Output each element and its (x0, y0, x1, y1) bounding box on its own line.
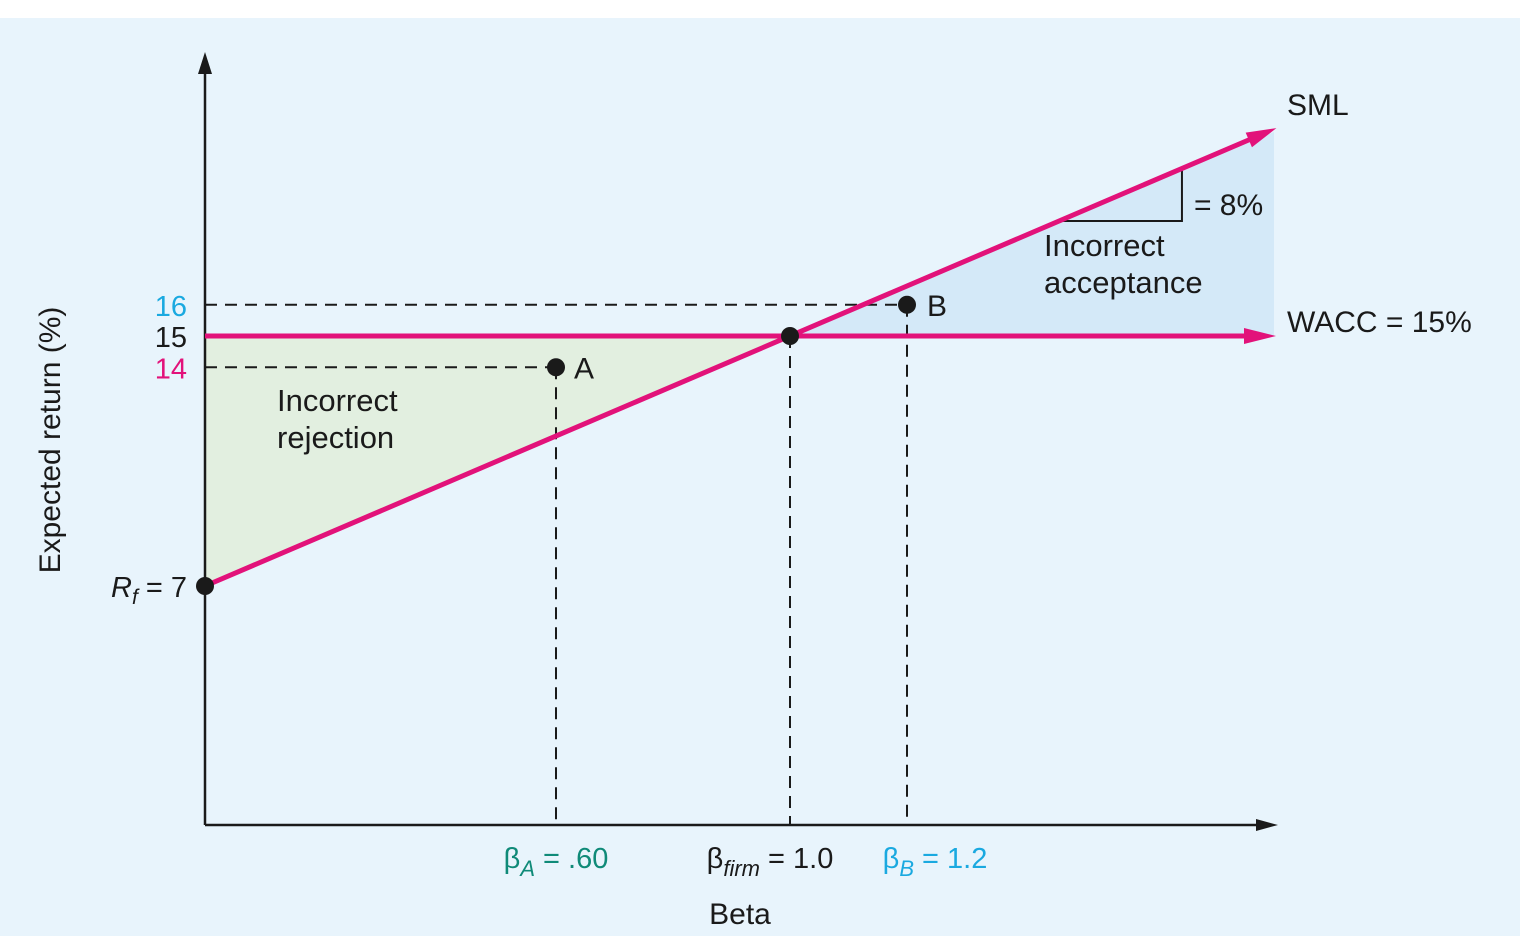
point-rf (196, 577, 214, 595)
point-label-a: A (574, 352, 594, 385)
wacc-arrow (1244, 328, 1276, 344)
y-axis-title: Expected return (%) (34, 307, 67, 574)
x-axis-arrow (1256, 819, 1278, 831)
rf-label: Rf = 7 (111, 572, 187, 609)
point-b (898, 295, 916, 314)
slope-triangle (1059, 168, 1183, 222)
x-tick-label-firm: βfirm = 1.0 (707, 843, 834, 881)
region-label-acceptance-line2: acceptance (1044, 265, 1203, 300)
region-label-rejection-line2: rejection (277, 420, 394, 455)
wacc-label: WACC = 15% (1287, 306, 1472, 339)
x-tick-label-b: βB = 1.2 (883, 843, 988, 881)
sml-arrow (1245, 128, 1277, 148)
point-firm (781, 327, 799, 345)
x-axis-title: Beta (709, 898, 771, 931)
y-tick-label-14: 14 (155, 353, 187, 385)
point-a (547, 358, 565, 377)
y-tick-label-15: 15 (155, 322, 187, 354)
x-tick-label-a: βA = .60 (504, 843, 609, 881)
slope-label: = 8% (1194, 189, 1263, 222)
sml-label: SML (1287, 89, 1349, 122)
region-label-rejection-line1: Incorrect (277, 383, 398, 418)
y-tick-label-16: 16 (155, 291, 187, 323)
region-label-acceptance-line1: Incorrect (1044, 228, 1165, 263)
y-axis-arrow (198, 52, 212, 74)
series-line-sml (204, 133, 1259, 589)
point-label-b: B (927, 290, 947, 323)
